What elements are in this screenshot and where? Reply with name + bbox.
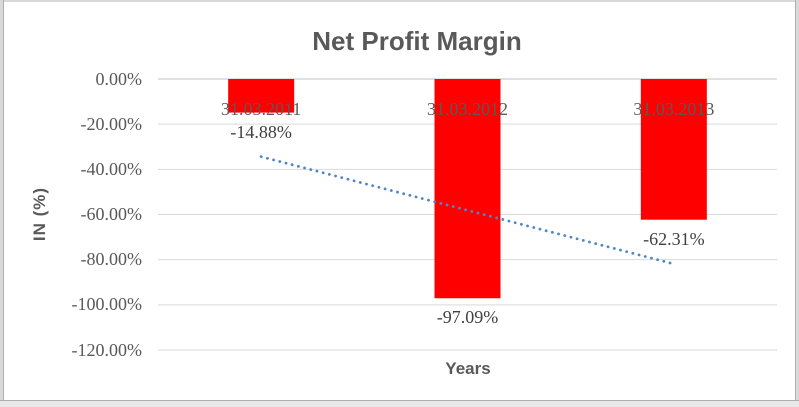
bar-31.03.2011: [228, 79, 295, 113]
data-label: -62.31%: [643, 228, 705, 249]
frame-bottom-edge: [0, 401, 799, 407]
y-tick-label: -100.00%: [71, 294, 143, 315]
x-axis-title: Years: [445, 359, 491, 378]
bar-31.03.2013: [640, 79, 707, 220]
data-label: -97.09%: [436, 307, 499, 328]
category-label: 31.03.2012: [427, 99, 508, 119]
frame-left-border: [3, 0, 4, 407]
trendline: [259, 155, 676, 266]
category-label: 31.03.2011: [220, 99, 302, 119]
y-tick-label: -80.00%: [80, 249, 143, 270]
y-tick-label: -40.00%: [80, 158, 143, 179]
y-tick-label: 0.00%: [95, 68, 143, 89]
frame-top-edge: [0, 0, 799, 2]
frame-left-edge: [0, 0, 3, 407]
frame-right-border: [795, 0, 796, 407]
bar-31.03.2012: [434, 79, 501, 299]
data-label: -14.88%: [230, 121, 292, 142]
category-label: 31.03.2013: [633, 99, 715, 119]
y-tick-label: -20.00%: [80, 113, 143, 134]
y-tick-label: -120.00%: [71, 339, 143, 360]
chart-title: Net Profit Margin: [312, 26, 522, 56]
frame-right-edge: [796, 0, 799, 407]
y-tick-label: -60.00%: [80, 204, 143, 224]
frame-bottom-border: [0, 400, 799, 401]
